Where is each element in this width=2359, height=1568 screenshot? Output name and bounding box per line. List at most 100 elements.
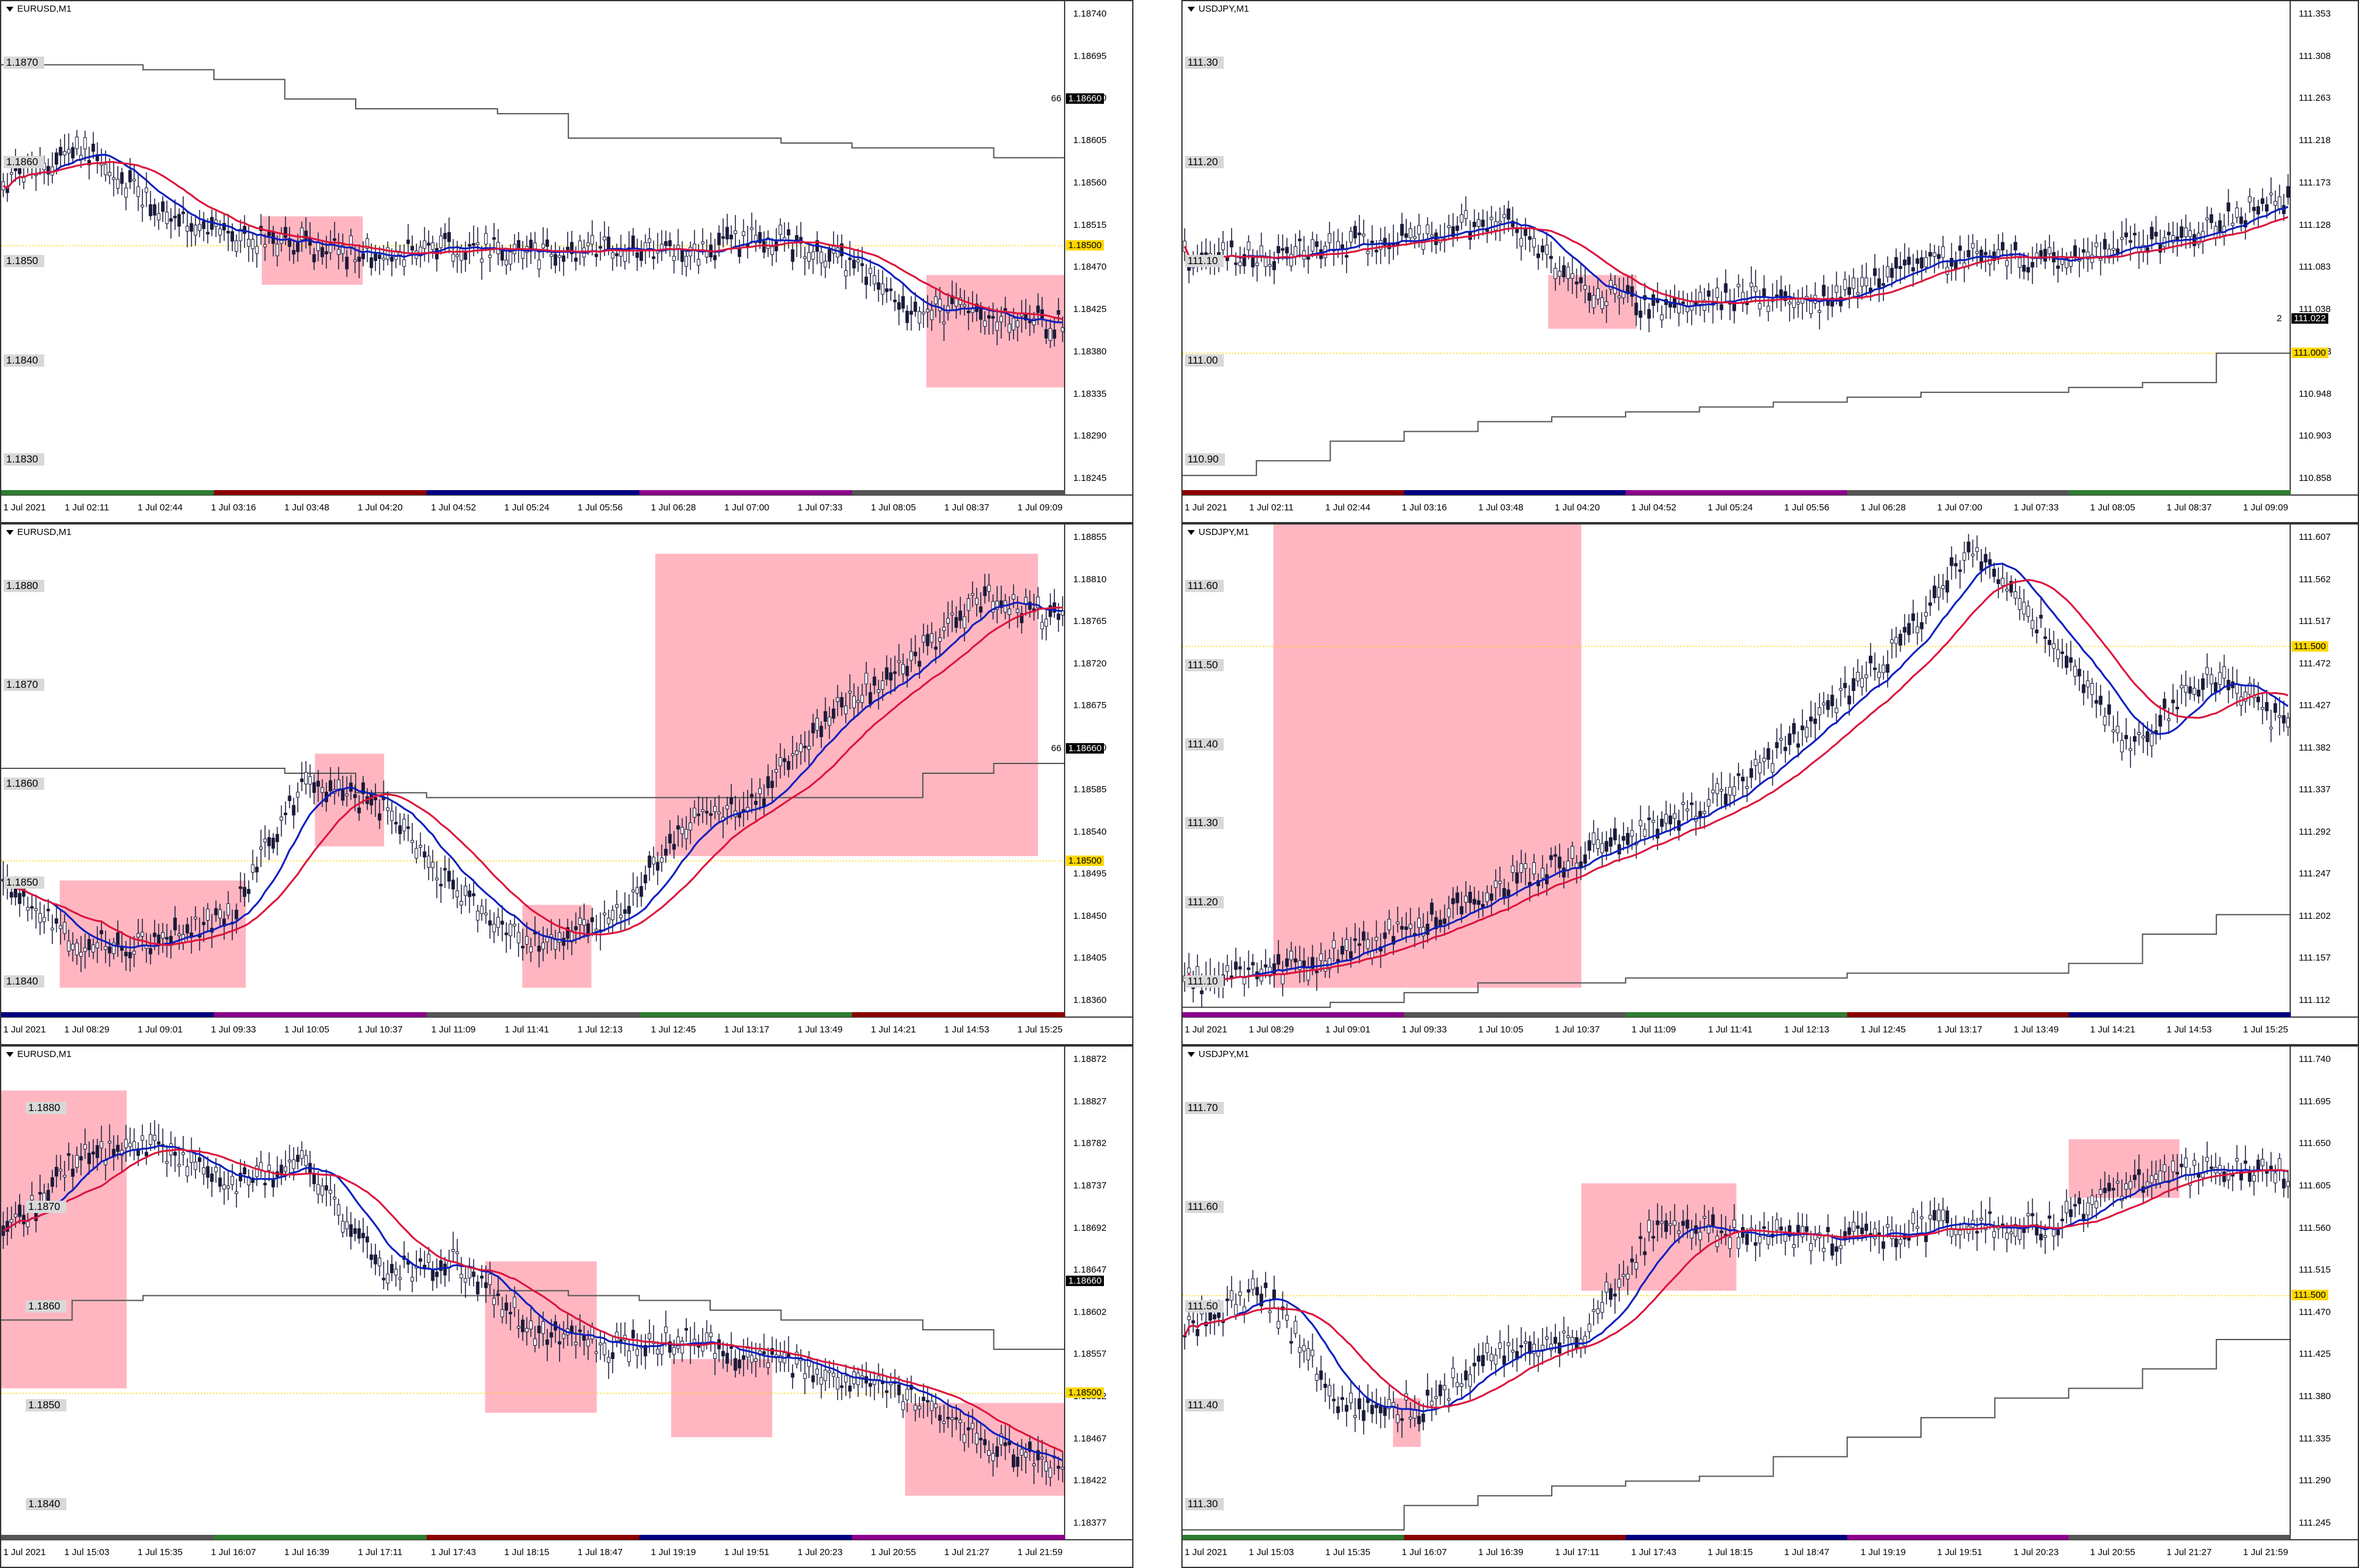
- candle-body: [1676, 302, 1681, 314]
- session-bar-segment: [851, 1535, 888, 1540]
- chart-eurusd-1[interactable]: EURUSD,M11.187401.186951.186501.186051.1…: [0, 0, 1133, 523]
- candle-body: [214, 908, 218, 916]
- candle-body: [1234, 1304, 1238, 1316]
- candle-body: [353, 1228, 357, 1234]
- candle-body: [1872, 1228, 1877, 1239]
- candle-body: [124, 951, 128, 957]
- candle-body: [18, 1204, 22, 1217]
- candle-body: [304, 771, 308, 785]
- candle-body: [2209, 1166, 2213, 1169]
- candle-body: [83, 137, 87, 150]
- candle-body: [1225, 1298, 1229, 1301]
- candle-body: [332, 238, 337, 241]
- dropdown-triangle-icon[interactable]: [6, 7, 14, 12]
- candle-body: [991, 1453, 995, 1461]
- chart-eurusd-2[interactable]: EURUSD,M1 1.18855 1.18810 1.18765 1.18720 1.1…: [0, 523, 1133, 1045]
- candle-body: [169, 218, 173, 222]
- candle-body: [684, 829, 688, 840]
- candle-body: [554, 254, 557, 266]
- candle-body: [2150, 733, 2154, 746]
- candle-body: [67, 1153, 71, 1156]
- candle-body: [872, 676, 877, 686]
- candle-body: [1285, 958, 1289, 967]
- price-axis-label: 1.18422: [1073, 1475, 1107, 1486]
- candle-body: [181, 211, 186, 214]
- candle-body: [1032, 1464, 1036, 1467]
- chart-canvas[interactable]: [1183, 1047, 2358, 1567]
- candle-body: [1898, 1239, 1903, 1244]
- candle-body: [120, 947, 124, 951]
- candle-body: [2180, 226, 2184, 238]
- candle-body: [946, 305, 950, 313]
- session-bar-segment: [1219, 490, 1258, 495]
- candle-body: [1570, 273, 1575, 279]
- candle-body: [627, 906, 631, 914]
- chart-title[interactable]: EURUSD,M1: [6, 1049, 71, 1059]
- chart-canvas[interactable]: [1, 525, 1132, 1044]
- candle-body: [295, 241, 300, 252]
- candle-body: [1442, 918, 1447, 924]
- candle-body: [1872, 667, 1877, 670]
- dropdown-triangle-icon[interactable]: [1187, 1052, 1195, 1058]
- time-axis-label: 1 Jul 18:47: [1784, 1547, 1829, 1558]
- candle-body: [1770, 763, 1775, 773]
- candle-body: [843, 705, 848, 714]
- candle-body: [1413, 236, 1417, 239]
- candle-body: [2068, 657, 2073, 663]
- candle-body: [1348, 951, 1353, 959]
- candle-body: [1213, 1314, 1216, 1320]
- chart-canvas[interactable]: [1183, 1, 2358, 522]
- candle-body: [1451, 1368, 1455, 1378]
- dropdown-triangle-icon[interactable]: [6, 1052, 14, 1058]
- candle-body: [1685, 306, 1689, 313]
- candle-body: [132, 179, 136, 182]
- candle-body: [1685, 808, 1689, 811]
- candle-body: [1775, 1219, 1779, 1231]
- time-axis-label: 1 Jul 03:16: [1401, 502, 1447, 513]
- chart-eurusd-3[interactable]: EURUSD,M1 1.18872 1.18827 1.18782 1.18737 1.1…: [0, 1045, 1133, 1568]
- candle-body: [2167, 232, 2171, 236]
- candle-body: [234, 240, 238, 252]
- chart-canvas[interactable]: [1, 1047, 1132, 1567]
- candle-body: [1502, 1355, 1506, 1365]
- chart-title[interactable]: USDJPY,M1: [1187, 4, 1249, 14]
- chart-canvas[interactable]: [1, 1, 1132, 522]
- candle-body: [431, 242, 435, 250]
- candle-body: [991, 316, 995, 319]
- chart-title[interactable]: EURUSD,M1: [6, 527, 71, 537]
- candle-body: [1519, 863, 1524, 873]
- chart-usdjpy-2[interactable]: USDJPY,M1 111.607 111.562 111.517 111.472 111…: [1181, 523, 2359, 1045]
- session-bar-segment: [710, 1012, 746, 1017]
- price-axis-label: 111.650: [2299, 1138, 2331, 1149]
- candle-body: [2022, 601, 2026, 615]
- dropdown-triangle-icon[interactable]: [1187, 7, 1195, 12]
- session-bar-segment: [1514, 490, 1552, 495]
- chart-title[interactable]: EURUSD,M1: [6, 4, 71, 14]
- candle-body: [2060, 651, 2064, 654]
- candle-body: [496, 1293, 500, 1297]
- chart-title[interactable]: USDJPY,M1: [1187, 527, 1249, 537]
- session-bar-segment: [391, 1012, 428, 1017]
- candle-body: [2039, 250, 2043, 258]
- chart-canvas[interactable]: [1183, 525, 2358, 1044]
- candle-body: [901, 296, 905, 309]
- candle-body: [582, 1335, 586, 1341]
- candle-body: [827, 249, 832, 262]
- candle-body: [1348, 231, 1353, 243]
- chart-usdjpy-3[interactable]: USDJPY,M1 111.740 111.695 111.650 111.605 111…: [1181, 1045, 2359, 1568]
- dropdown-triangle-icon[interactable]: [1187, 530, 1195, 536]
- session-bar-segment: [675, 490, 711, 495]
- candle-body: [63, 922, 67, 934]
- session-bar-segment: [1477, 490, 1516, 495]
- candle-body: [721, 1351, 725, 1357]
- candle-body: [1971, 553, 1975, 556]
- candle-body: [1660, 1221, 1664, 1224]
- chart-usdjpy-1[interactable]: USDJPY,M1 111.353 111.308 111.263 111.218 111…: [1181, 0, 2359, 523]
- dropdown-triangle-icon[interactable]: [6, 530, 14, 536]
- candle-body: [1936, 1209, 1941, 1222]
- chart-title[interactable]: USDJPY,M1: [1187, 1049, 1249, 1059]
- candle-body: [1792, 1244, 1796, 1248]
- candle-body: [186, 225, 189, 232]
- candle-body: [820, 725, 823, 738]
- candle-body: [868, 268, 872, 274]
